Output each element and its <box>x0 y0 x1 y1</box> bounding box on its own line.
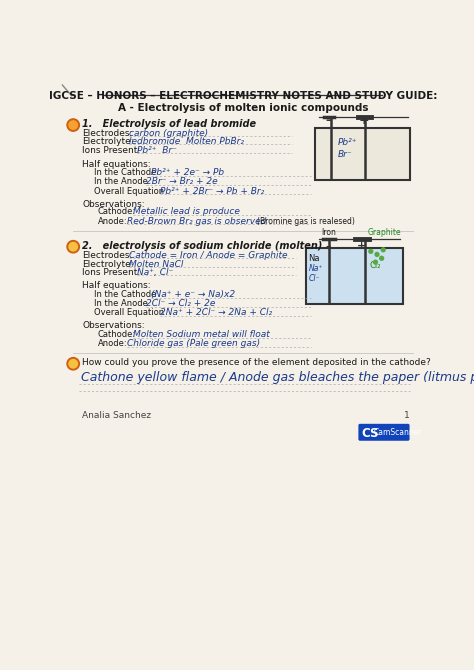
Text: 1.   Electrolysis of lead bromide: 1. Electrolysis of lead bromide <box>82 119 256 129</box>
Circle shape <box>67 358 80 370</box>
Text: Cathode:: Cathode: <box>98 208 136 216</box>
Text: Overall Equation: Overall Equation <box>94 187 164 196</box>
Circle shape <box>374 260 377 264</box>
Text: Observations:: Observations: <box>82 200 145 209</box>
Text: Br⁻: Br⁻ <box>338 149 353 159</box>
Text: Iron: Iron <box>321 228 337 237</box>
Text: Observations:: Observations: <box>82 322 145 330</box>
Text: 2Na⁺ + 2Cl⁻ → 2Na + Cl₂: 2Na⁺ + 2Cl⁻ → 2Na + Cl₂ <box>160 308 272 318</box>
Text: In the Cathode: In the Cathode <box>94 290 156 299</box>
Text: Analia Sanchez: Analia Sanchez <box>82 411 152 421</box>
Text: 1: 1 <box>404 411 410 421</box>
Text: 2Cl⁻ → Cl₂ + 2e: 2Cl⁻ → Cl₂ + 2e <box>146 299 215 308</box>
Text: Molten Sodium metal will float: Molten Sodium metal will float <box>133 330 270 339</box>
Text: Half equations:: Half equations: <box>82 281 151 290</box>
Text: Ions Present:: Ions Present: <box>82 268 141 277</box>
Text: Na⁺: Na⁺ <box>309 265 323 273</box>
Circle shape <box>67 119 80 131</box>
Text: Na: Na <box>308 255 319 263</box>
Text: Electrodes:: Electrodes: <box>82 129 133 138</box>
Text: Graphite: Graphite <box>368 228 401 237</box>
Text: +: + <box>357 241 366 251</box>
Text: Cathode = Iron / Anode = Graphite: Cathode = Iron / Anode = Graphite <box>129 251 288 261</box>
Text: In the Cathode: In the Cathode <box>94 168 156 177</box>
Text: 2Br⁻ → Br₂ + 2e: 2Br⁻ → Br₂ + 2e <box>146 178 218 186</box>
Text: Cl⁻: Cl⁻ <box>309 275 320 283</box>
Text: (Bromine gas is realesed): (Bromine gas is realesed) <box>257 216 355 226</box>
Text: Pb²⁺: Pb²⁺ <box>338 138 358 147</box>
Text: Red-Brown Br₂ gas is observed: Red-Brown Br₂ gas is observed <box>128 216 267 226</box>
Text: How could you prove the presence of the element deposited in the cathode?: How could you prove the presence of the … <box>82 358 431 367</box>
Text: 2.   electrolysis of sodium chloride (molten): 2. electrolysis of sodium chloride (molt… <box>82 241 323 251</box>
Text: In the Anode: In the Anode <box>94 178 148 186</box>
Text: Electrolyte:: Electrolyte: <box>82 260 134 269</box>
FancyBboxPatch shape <box>358 424 410 441</box>
Circle shape <box>380 257 383 260</box>
Text: –: – <box>325 241 331 251</box>
Text: Cathode:: Cathode: <box>98 330 136 339</box>
Text: A - Electrolysis of molten ionic compounds: A - Electrolysis of molten ionic compoun… <box>118 103 368 113</box>
Circle shape <box>69 243 77 251</box>
Text: Overall Equation: Overall Equation <box>94 308 164 318</box>
Circle shape <box>369 249 373 253</box>
Circle shape <box>381 248 385 252</box>
Text: Ions Present:: Ions Present: <box>82 146 141 155</box>
Text: Pb²⁺ + 2Br⁻ → Pb + Br₂: Pb²⁺ + 2Br⁻ → Pb + Br₂ <box>160 187 264 196</box>
Circle shape <box>69 360 77 368</box>
Text: Anode:: Anode: <box>98 216 128 226</box>
Text: –: – <box>325 113 331 127</box>
Text: Pb²⁺  Br⁻: Pb²⁺ Br⁻ <box>137 146 177 155</box>
Circle shape <box>375 253 379 257</box>
Text: Chloride gas (Pale green gas): Chloride gas (Pale green gas) <box>128 339 261 348</box>
Text: In the Anode: In the Anode <box>94 299 148 308</box>
Bar <box>315 128 410 180</box>
Text: CamScanner: CamScanner <box>374 427 422 437</box>
Text: Electrodes:: Electrodes: <box>82 251 133 261</box>
Text: Metallic lead is produce: Metallic lead is produce <box>133 208 240 216</box>
Text: (Na⁺ + e⁻ → Na)x2: (Na⁺ + e⁻ → Na)x2 <box>151 290 235 299</box>
Text: Electrolyte:: Electrolyte: <box>82 137 134 146</box>
Text: Anode:: Anode: <box>98 339 128 348</box>
Circle shape <box>69 121 77 129</box>
Text: Na⁺, Cl⁻: Na⁺, Cl⁻ <box>137 268 173 277</box>
Circle shape <box>67 241 80 253</box>
Bar <box>306 249 402 304</box>
Text: ledbromide  Molten PbBr₂: ledbromide Molten PbBr₂ <box>129 137 244 146</box>
Text: IGCSE – HONORS – ELECTROCHEMISTRY NOTES AND STUDY GUIDE:: IGCSE – HONORS – ELECTROCHEMISTRY NOTES … <box>49 91 437 101</box>
Text: Cl₂: Cl₂ <box>369 261 381 269</box>
Text: Molten NaCl: Molten NaCl <box>129 260 183 269</box>
Text: Pb²⁺ + 2e⁻ → Pb: Pb²⁺ + 2e⁻ → Pb <box>151 168 224 177</box>
Text: Cathone yellow flame / Anode gas bleaches the paper (litmus paper): Cathone yellow flame / Anode gas bleache… <box>81 371 474 385</box>
Text: +: + <box>358 113 369 127</box>
Text: Half equations:: Half equations: <box>82 159 151 169</box>
Text: carbon (graphite): carbon (graphite) <box>129 129 208 138</box>
Text: CS: CS <box>362 427 379 440</box>
